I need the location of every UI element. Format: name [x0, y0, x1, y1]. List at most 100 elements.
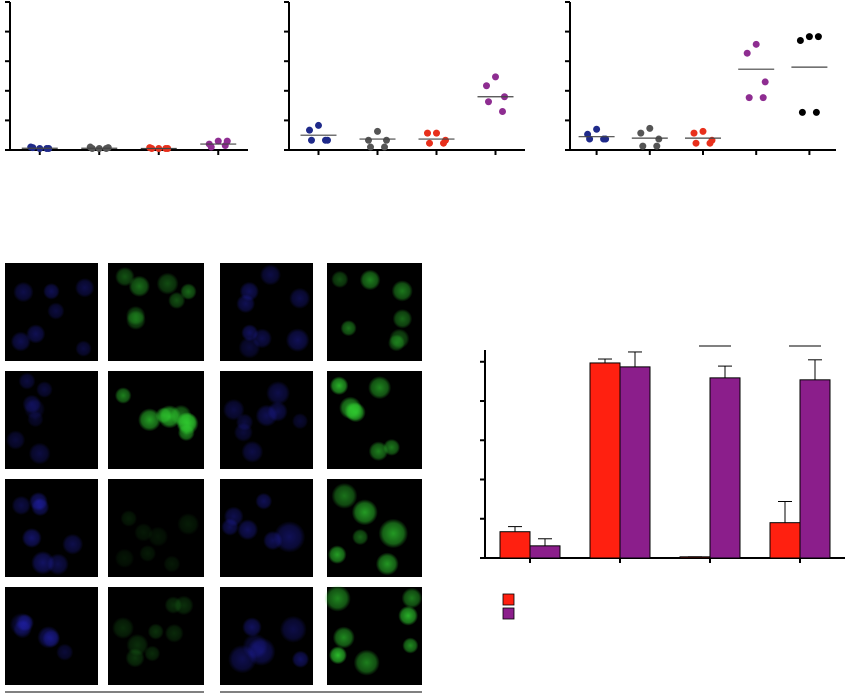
point: [492, 73, 499, 81]
point: [752, 40, 760, 48]
point: [593, 125, 601, 133]
nucleus: [170, 404, 192, 426]
point: [426, 139, 433, 147]
point: [365, 136, 372, 144]
point: [214, 137, 222, 145]
point: [637, 129, 645, 137]
nucleus: [36, 381, 53, 398]
nucleus: [10, 331, 31, 352]
nucleus: [375, 552, 399, 576]
nucleus: [37, 626, 60, 649]
point: [798, 108, 806, 116]
nucleus: [279, 615, 307, 643]
bar: [589, 362, 621, 559]
nucleus: [147, 526, 169, 547]
nucleus: [331, 482, 358, 509]
nucleus: [128, 275, 151, 297]
point: [600, 135, 608, 143]
nucleus: [163, 555, 181, 573]
point: [586, 135, 594, 143]
nucleus: [351, 499, 378, 526]
nucleus: [221, 518, 239, 536]
point: [796, 36, 804, 44]
nucleus: [383, 438, 401, 456]
point: [424, 129, 431, 137]
micrograph-panel: [5, 263, 423, 685]
bar: [499, 531, 531, 559]
nucleus: [138, 408, 162, 432]
nucleus: [328, 646, 348, 665]
point: [367, 143, 374, 151]
point: [814, 33, 822, 41]
nucleus: [241, 440, 264, 463]
point: [381, 143, 388, 151]
nucleus: [352, 528, 369, 546]
nucleus: [26, 324, 46, 344]
nucleus: [21, 528, 42, 548]
nucleus: [56, 643, 74, 661]
nucleus: [238, 336, 261, 359]
point: [383, 136, 390, 144]
point: [759, 94, 767, 102]
nucleus: [74, 277, 95, 298]
nucleus: [285, 328, 310, 352]
nucleus: [378, 518, 409, 549]
bar: [769, 522, 801, 559]
nucleus: [164, 596, 183, 614]
point: [690, 129, 698, 137]
nucleus: [398, 605, 419, 626]
point: [653, 142, 661, 150]
point: [655, 135, 663, 143]
nucleus: [125, 648, 145, 668]
point: [692, 139, 700, 147]
bar: [709, 377, 741, 559]
point: [499, 108, 506, 116]
point: [761, 78, 769, 86]
legend-swatch: [502, 593, 515, 606]
nucleus: [289, 287, 311, 309]
point: [374, 127, 381, 135]
nucleus: [340, 320, 357, 337]
nucleus: [242, 617, 262, 637]
nucleus: [24, 398, 46, 420]
nucleus: [156, 272, 179, 295]
nucleus: [144, 645, 161, 662]
nucleus: [236, 294, 256, 314]
point: [706, 139, 714, 147]
point: [440, 139, 447, 147]
legend-swatch: [502, 607, 515, 620]
bar: [799, 379, 831, 559]
nucleus: [164, 623, 184, 643]
nucleus: [359, 269, 381, 291]
point: [646, 124, 654, 132]
nucleus: [344, 401, 364, 422]
nucleus: [255, 492, 273, 510]
point: [221, 142, 229, 150]
nucleus: [168, 291, 186, 310]
point: [433, 129, 440, 137]
point: [315, 121, 322, 129]
nucleus: [114, 387, 132, 404]
bar: [529, 545, 561, 559]
point: [699, 127, 707, 135]
point: [306, 126, 313, 134]
point: [322, 136, 329, 144]
nucleus: [18, 372, 36, 390]
nucleus: [147, 623, 164, 640]
bar: [679, 556, 711, 559]
point: [483, 82, 490, 90]
nucleus: [401, 587, 423, 609]
nucleus: [332, 626, 355, 649]
nucleus: [180, 283, 197, 300]
nucleus: [120, 510, 138, 527]
nucleus: [353, 649, 380, 676]
nucleus: [5, 430, 26, 450]
nucleus: [75, 340, 92, 357]
point: [308, 136, 315, 144]
nucleus: [329, 376, 349, 396]
nucleus: [263, 530, 283, 551]
nucleus: [327, 545, 347, 564]
nucleus: [368, 376, 392, 400]
nucleus: [273, 521, 306, 553]
